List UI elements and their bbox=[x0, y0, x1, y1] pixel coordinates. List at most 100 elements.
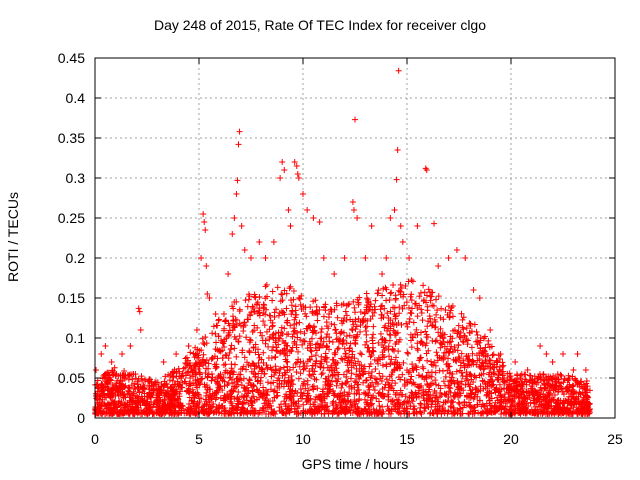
data-point bbox=[260, 318, 267, 325]
data-point bbox=[227, 346, 234, 353]
data-point bbox=[250, 344, 257, 351]
data-point bbox=[326, 334, 333, 341]
data-point bbox=[199, 357, 206, 364]
data-point bbox=[266, 336, 273, 343]
data-point bbox=[244, 390, 251, 397]
data-point bbox=[570, 394, 577, 401]
data-point bbox=[349, 402, 356, 409]
data-point bbox=[545, 373, 552, 380]
data-point bbox=[346, 390, 353, 397]
data-point bbox=[393, 330, 400, 337]
data-point bbox=[485, 371, 492, 378]
data-point bbox=[445, 408, 452, 415]
data-point bbox=[111, 398, 118, 405]
data-point bbox=[276, 384, 283, 391]
data-point bbox=[369, 313, 376, 320]
data-point bbox=[442, 373, 449, 380]
data-point bbox=[456, 333, 463, 340]
data-point bbox=[266, 326, 273, 333]
data-point bbox=[453, 368, 460, 375]
data-point bbox=[170, 369, 177, 376]
data-point bbox=[516, 410, 523, 417]
data-point bbox=[248, 309, 255, 316]
data-point bbox=[503, 377, 510, 384]
data-point bbox=[463, 336, 470, 343]
data-point bbox=[471, 404, 478, 411]
data-point bbox=[187, 405, 194, 412]
data-point bbox=[456, 400, 463, 407]
data-point bbox=[567, 400, 574, 407]
data-point bbox=[300, 390, 307, 397]
data-point bbox=[370, 348, 377, 355]
data-point bbox=[375, 354, 382, 361]
data-point bbox=[310, 215, 317, 221]
data-point bbox=[269, 332, 276, 339]
data-point bbox=[308, 353, 315, 360]
data-point bbox=[543, 351, 550, 357]
data-point bbox=[363, 331, 370, 338]
data-point bbox=[273, 393, 280, 400]
data-point bbox=[453, 358, 460, 365]
data-point bbox=[335, 371, 342, 378]
data-point bbox=[338, 384, 345, 391]
data-point bbox=[379, 292, 386, 299]
data-point bbox=[186, 362, 193, 369]
data-point bbox=[128, 408, 135, 415]
data-point bbox=[320, 255, 327, 261]
data-point bbox=[160, 359, 167, 365]
data-point bbox=[222, 361, 229, 368]
data-point bbox=[501, 405, 508, 412]
data-point bbox=[330, 371, 337, 378]
data-point bbox=[381, 392, 388, 399]
data-point bbox=[284, 342, 291, 349]
data-point bbox=[198, 347, 205, 354]
data-point bbox=[416, 355, 423, 362]
data-point bbox=[437, 344, 444, 351]
data-point bbox=[216, 408, 223, 415]
data-point bbox=[322, 354, 329, 361]
data-point bbox=[204, 291, 211, 297]
data-point bbox=[578, 383, 585, 390]
data-point bbox=[403, 320, 410, 327]
data-point bbox=[463, 353, 470, 360]
data-point bbox=[417, 354, 424, 361]
data-point bbox=[288, 397, 295, 404]
data-point bbox=[413, 326, 420, 333]
data-point bbox=[287, 223, 294, 229]
data-point bbox=[200, 403, 207, 410]
data-point bbox=[518, 382, 525, 389]
data-point bbox=[336, 336, 343, 343]
data-point bbox=[404, 323, 411, 330]
data-point bbox=[430, 362, 437, 369]
data-point bbox=[581, 385, 588, 392]
data-point bbox=[240, 410, 247, 417]
data-point bbox=[537, 393, 544, 400]
data-point bbox=[346, 332, 353, 339]
data-point bbox=[548, 396, 555, 403]
data-point bbox=[243, 334, 250, 341]
data-point bbox=[287, 383, 294, 390]
data-point bbox=[489, 352, 496, 359]
data-point bbox=[357, 319, 364, 326]
data-point bbox=[260, 384, 267, 391]
data-point bbox=[295, 175, 302, 181]
data-point bbox=[309, 335, 316, 342]
data-point bbox=[178, 407, 185, 414]
data-point bbox=[418, 401, 425, 408]
data-point bbox=[199, 375, 206, 382]
data-point bbox=[397, 281, 404, 288]
data-point bbox=[346, 354, 353, 361]
y-tick-label: 0.25 bbox=[58, 210, 85, 226]
data-point bbox=[381, 305, 388, 312]
data-point bbox=[379, 302, 386, 309]
data-point bbox=[251, 308, 258, 315]
data-point bbox=[365, 383, 372, 390]
data-point bbox=[226, 327, 233, 334]
data-point bbox=[290, 288, 297, 295]
data-point bbox=[464, 355, 471, 362]
data-point bbox=[356, 376, 363, 383]
y-tick-label: 0 bbox=[77, 410, 85, 426]
data-point bbox=[262, 337, 269, 344]
data-point bbox=[417, 409, 424, 416]
data-point bbox=[140, 385, 147, 392]
